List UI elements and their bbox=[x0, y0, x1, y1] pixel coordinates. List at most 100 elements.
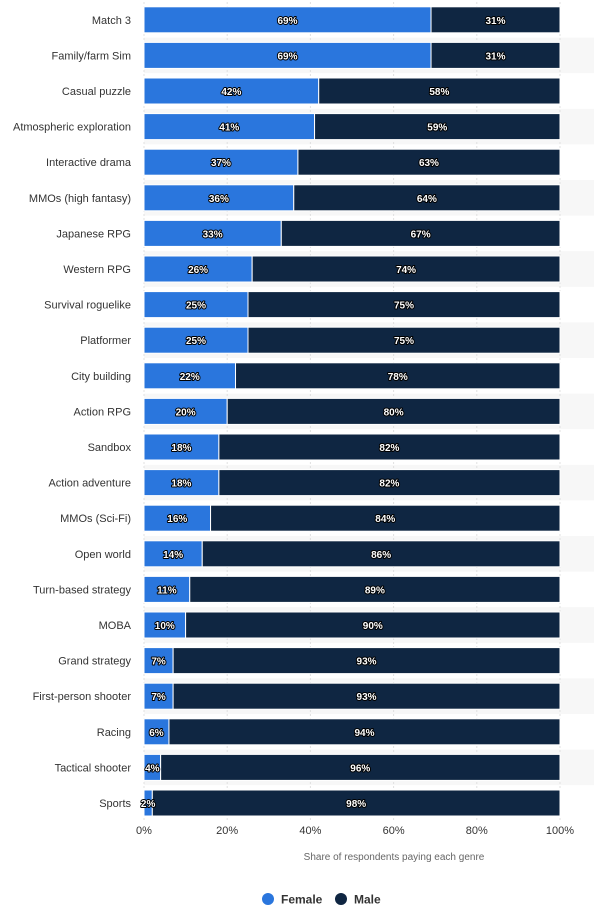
legend[interactable]: Female Male bbox=[262, 893, 381, 907]
bar-female[interactable] bbox=[143, 113, 316, 141]
category-label: First-person shooter bbox=[33, 691, 132, 703]
value-labels: 69% 31% 69% 31% 42% 58% 41% 59% 37% 63% 36% 64% 33% 6… bbox=[140, 15, 507, 811]
data-label-female: 41% bbox=[219, 123, 239, 134]
category-label: Sports bbox=[99, 798, 131, 810]
data-label-male: 64% bbox=[417, 194, 437, 205]
category-label: MMOs (high fantasy) bbox=[29, 193, 131, 205]
data-label-male: 98% bbox=[346, 799, 366, 810]
bar-male[interactable] bbox=[218, 433, 561, 461]
data-label-male: 93% bbox=[357, 692, 377, 703]
data-label-male: 31% bbox=[486, 51, 506, 62]
bar-male[interactable] bbox=[235, 362, 561, 390]
data-label-male: 82% bbox=[379, 479, 399, 490]
bar-male[interactable] bbox=[160, 753, 561, 781]
x-tick-label: 100% bbox=[546, 825, 574, 837]
bar-female[interactable] bbox=[143, 41, 432, 69]
legend-item-female[interactable]: Female bbox=[262, 893, 323, 907]
bar-female[interactable] bbox=[143, 6, 432, 34]
bar-male[interactable] bbox=[210, 504, 561, 532]
category-label: Atmospheric exploration bbox=[13, 122, 131, 134]
data-label-male: 89% bbox=[365, 585, 385, 596]
bar-female[interactable] bbox=[143, 77, 320, 105]
data-label-female: 69% bbox=[278, 51, 298, 62]
bar-female[interactable] bbox=[143, 397, 228, 425]
bar-male[interactable] bbox=[189, 575, 561, 603]
category-label: Family/farm Sim bbox=[52, 50, 131, 62]
data-label-female: 26% bbox=[188, 265, 208, 276]
bar-male[interactable] bbox=[251, 255, 561, 283]
bar-female[interactable] bbox=[143, 575, 191, 603]
category-label: Interactive drama bbox=[46, 157, 132, 169]
category-label: MOBA bbox=[99, 620, 132, 632]
legend-label: Male bbox=[354, 893, 381, 907]
category-label: Open world bbox=[75, 549, 131, 561]
bar-male[interactable] bbox=[318, 77, 561, 105]
bar-male[interactable] bbox=[430, 6, 561, 34]
data-label-female: 11% bbox=[157, 585, 177, 596]
data-label-female: 20% bbox=[176, 407, 196, 418]
bar-female[interactable] bbox=[143, 184, 295, 212]
data-label-female: 42% bbox=[221, 87, 241, 98]
data-label-male: 31% bbox=[486, 16, 506, 27]
bar-male[interactable] bbox=[151, 789, 561, 817]
bar-male[interactable] bbox=[226, 397, 561, 425]
bar-female[interactable] bbox=[143, 647, 174, 675]
legend-label: Female bbox=[281, 893, 323, 907]
bar-male[interactable] bbox=[201, 540, 561, 568]
bar-male[interactable] bbox=[297, 148, 561, 176]
x-tick-label: 20% bbox=[216, 825, 238, 837]
bar-male[interactable] bbox=[185, 611, 561, 639]
bar-female[interactable] bbox=[143, 362, 237, 390]
category-label: Racing bbox=[97, 727, 131, 739]
bar-male[interactable] bbox=[172, 647, 561, 675]
data-label-female: 2% bbox=[141, 799, 156, 810]
data-label-male: 74% bbox=[396, 265, 416, 276]
data-label-female: 4% bbox=[145, 763, 160, 774]
data-label-male: 86% bbox=[371, 550, 391, 561]
bar-male[interactable] bbox=[247, 291, 561, 319]
data-label-male: 80% bbox=[384, 407, 404, 418]
bar-female[interactable] bbox=[143, 255, 253, 283]
data-label-female: 7% bbox=[151, 692, 166, 703]
data-label-female: 18% bbox=[171, 479, 191, 490]
data-label-female: 14% bbox=[163, 550, 183, 561]
bar-female[interactable] bbox=[143, 291, 249, 319]
bars bbox=[143, 6, 561, 817]
data-label-female: 25% bbox=[186, 336, 206, 347]
data-label-female: 36% bbox=[209, 194, 229, 205]
bar-female[interactable] bbox=[143, 718, 170, 746]
bar-male[interactable] bbox=[218, 469, 561, 497]
bar-female[interactable] bbox=[143, 611, 187, 639]
bar-male[interactable] bbox=[247, 326, 561, 354]
data-label-female: 69% bbox=[278, 16, 298, 27]
data-label-male: 75% bbox=[394, 301, 414, 312]
category-label: Action adventure bbox=[48, 478, 131, 490]
category-label: Match 3 bbox=[92, 15, 131, 27]
bar-male[interactable] bbox=[430, 41, 561, 69]
category-labels: Match 3 Family/farm Sim Casual puzzle Atmos… bbox=[13, 15, 132, 810]
data-label-male: 82% bbox=[379, 443, 399, 454]
category-label: Japanese RPG bbox=[56, 228, 131, 240]
category-label: Casual puzzle bbox=[62, 86, 131, 98]
data-label-female: 18% bbox=[171, 443, 191, 454]
data-label-female: 22% bbox=[180, 372, 200, 383]
bar-male[interactable] bbox=[280, 219, 561, 247]
x-tick-label: 60% bbox=[383, 825, 405, 837]
bar-female[interactable] bbox=[143, 504, 212, 532]
bar-male[interactable] bbox=[314, 113, 561, 141]
data-label-male: 75% bbox=[394, 336, 414, 347]
bar-female[interactable] bbox=[143, 433, 220, 461]
bar-female[interactable] bbox=[143, 540, 203, 568]
bar-male[interactable] bbox=[293, 184, 561, 212]
bar-male[interactable] bbox=[168, 718, 561, 746]
bar-female[interactable] bbox=[143, 326, 249, 354]
category-label: Platformer bbox=[80, 335, 131, 347]
bar-male[interactable] bbox=[172, 682, 561, 710]
data-label-female: 7% bbox=[151, 657, 166, 668]
legend-item-male[interactable]: Male bbox=[335, 893, 381, 907]
bar-female[interactable] bbox=[143, 148, 299, 176]
bar-female[interactable] bbox=[143, 219, 282, 247]
category-label: City building bbox=[71, 371, 131, 383]
x-tick-label: 80% bbox=[466, 825, 488, 837]
data-label-male: 59% bbox=[427, 123, 447, 134]
